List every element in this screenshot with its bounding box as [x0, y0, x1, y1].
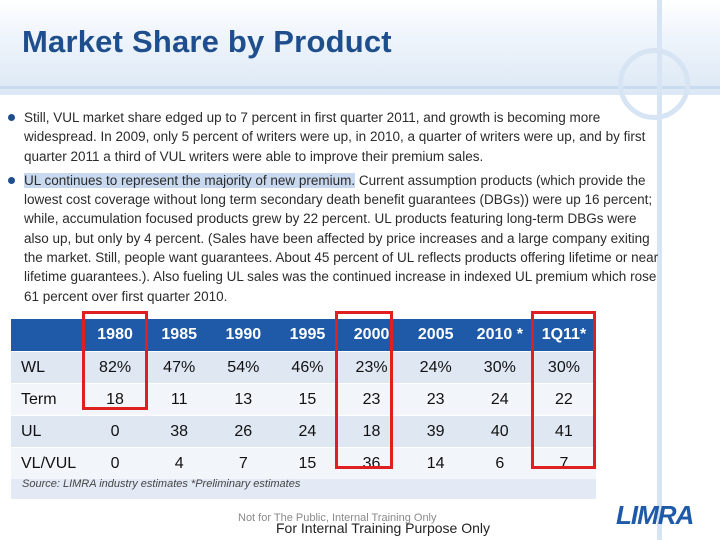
highlight-box-1q11 [531, 311, 596, 469]
table-row: VL/VUL 0 4 7 15 36 14 6 7 [11, 447, 596, 479]
row-label: VL/VUL [11, 447, 83, 479]
bullet-icon [8, 176, 15, 184]
table-cell: 18 [83, 383, 148, 416]
table-cell: 54% [211, 351, 276, 384]
highlight-box-2000 [335, 311, 393, 469]
table-cell: 7 [211, 447, 276, 479]
table-cell: 30% [467, 351, 532, 384]
header-band [0, 0, 720, 95]
column-header: 2010 * [467, 319, 532, 352]
table-cell: 0 [83, 415, 148, 448]
table-cell: 46% [275, 351, 340, 384]
table-cell: 40 [467, 415, 532, 448]
table-cell: 22 [531, 383, 596, 416]
table-cell: 47% [147, 351, 212, 384]
bullet-text: Current assumption products (which provi… [24, 172, 659, 304]
table-row: UL 0 38 26 24 18 39 40 41 [11, 415, 596, 448]
table-cell: 6 [467, 447, 532, 479]
bullet-item: UL continues to represent the majority o… [6, 171, 661, 306]
row-label: WL [11, 351, 83, 384]
row-label: UL [11, 415, 83, 448]
limra-logo: LIMRA [616, 500, 694, 530]
table-cell: 30% [531, 351, 596, 384]
column-header: 1990 [211, 319, 276, 352]
footer-notice: Not for The Public, Internal Training On… [238, 512, 437, 524]
table-cell: 24 [467, 383, 532, 416]
table-cell: 7 [531, 447, 596, 479]
column-header: 1985 [147, 319, 212, 352]
table-cell: 0 [83, 447, 148, 479]
decorative-circle [618, 48, 690, 120]
column-header: 2005 [403, 319, 468, 352]
bullet-item: Still, VUL market share edged up to 7 pe… [6, 108, 661, 166]
column-header: 1Q11* [531, 319, 596, 352]
decorative-line [657, 0, 662, 540]
table-cell: 15 [275, 447, 340, 479]
column-header: 1980 [83, 319, 148, 352]
table-source-note: Source: LIMRA industry estimates *Prelim… [22, 478, 301, 490]
table-cell: 24% [403, 351, 468, 384]
footer-purpose: For Internal Training Purpose Only [276, 520, 490, 536]
table-cell: 13 [211, 383, 276, 416]
table-cell: 11 [147, 383, 212, 416]
table-cell: 15 [275, 383, 340, 416]
table-cell: 82% [83, 351, 148, 384]
table-row: WL 82% 47% 54% 46% 23% 24% 30% 30% [11, 351, 596, 384]
highlight-box-1980 [82, 311, 148, 410]
table-cell: 39 [403, 415, 468, 448]
table-header-row: 1980 1985 1990 1995 2000 2005 2010 * 1Q1… [11, 319, 596, 352]
bullet-list: Still, VUL market share edged up to 7 pe… [6, 108, 661, 311]
page-title: Market Share by Product [22, 24, 392, 59]
decorative-line [0, 86, 720, 89]
table-cell: 38 [147, 415, 212, 448]
column-header: 1995 [275, 319, 340, 352]
bullet-icon [8, 114, 15, 121]
table-cell: 26 [211, 415, 276, 448]
table-cell: 4 [147, 447, 212, 479]
table-cell: 23 [403, 383, 468, 416]
table-cell: 24 [275, 415, 340, 448]
table-row: Term 18 11 13 15 23 23 24 22 [11, 383, 596, 416]
bullet-text: Still, VUL market share edged up to 7 pe… [24, 110, 646, 164]
column-header [11, 319, 83, 352]
highlighted-text: UL continues to represent the majority o… [24, 172, 356, 188]
table-cell: 41 [531, 415, 596, 448]
table-cell: 14 [403, 447, 468, 479]
row-label: Term [11, 383, 83, 416]
